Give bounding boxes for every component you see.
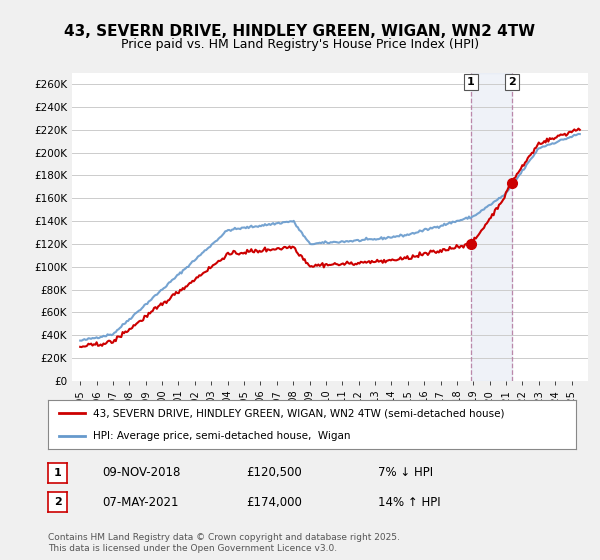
Text: 43, SEVERN DRIVE, HINDLEY GREEN, WIGAN, WN2 4TW (semi-detached house): 43, SEVERN DRIVE, HINDLEY GREEN, WIGAN, …: [93, 408, 505, 418]
Text: 43, SEVERN DRIVE, HINDLEY GREEN, WIGAN, WN2 4TW: 43, SEVERN DRIVE, HINDLEY GREEN, WIGAN, …: [64, 24, 536, 39]
Text: £120,500: £120,500: [246, 466, 302, 479]
Text: 2: 2: [54, 497, 61, 507]
Text: Price paid vs. HM Land Registry's House Price Index (HPI): Price paid vs. HM Land Registry's House …: [121, 38, 479, 50]
Text: 09-NOV-2018: 09-NOV-2018: [102, 466, 181, 479]
Text: 7% ↓ HPI: 7% ↓ HPI: [378, 466, 433, 479]
Text: 07-MAY-2021: 07-MAY-2021: [102, 496, 179, 509]
Text: 1: 1: [467, 77, 475, 87]
Text: HPI: Average price, semi-detached house,  Wigan: HPI: Average price, semi-detached house,…: [93, 431, 350, 441]
Bar: [471, 73, 512, 381]
Text: 1: 1: [54, 468, 61, 478]
Text: 2: 2: [508, 77, 516, 87]
Text: 14% ↑ HPI: 14% ↑ HPI: [378, 496, 440, 509]
Text: Contains HM Land Registry data © Crown copyright and database right 2025.
This d: Contains HM Land Registry data © Crown c…: [48, 533, 400, 553]
Text: £174,000: £174,000: [246, 496, 302, 509]
